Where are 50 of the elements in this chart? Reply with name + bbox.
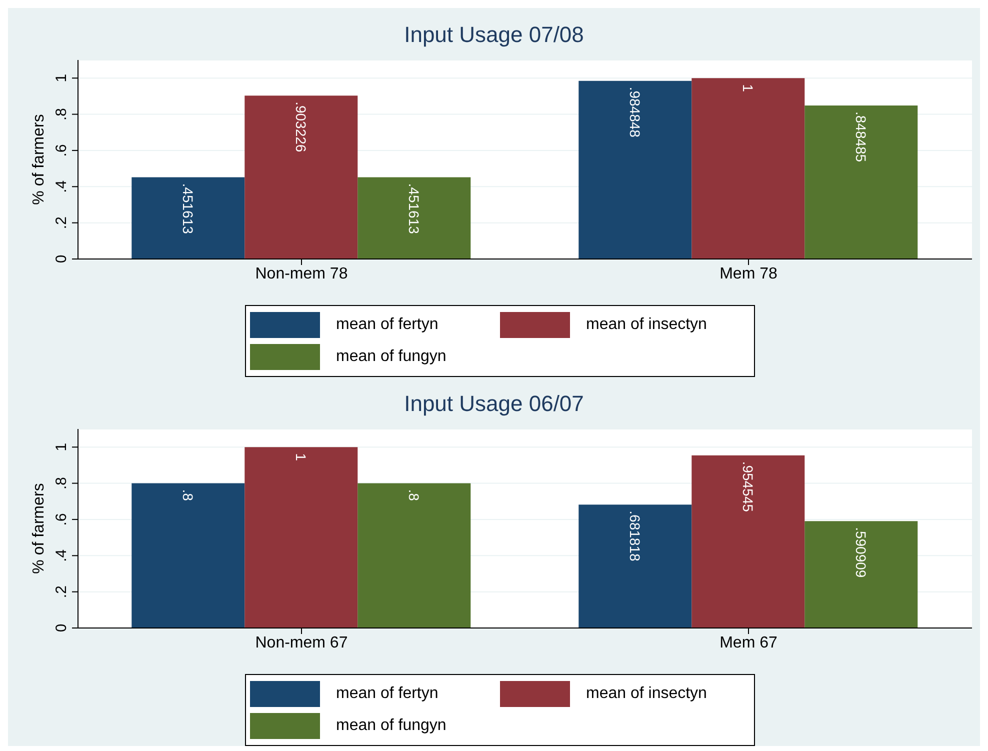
bar [132,177,245,259]
bar [578,504,692,628]
y-tick-label: .6 [53,513,70,526]
y-tick-label: .8 [53,477,70,490]
y-tick-label: .6 [53,144,70,157]
x-tick-label: Non-mem 78 [255,265,348,282]
bar [132,483,245,628]
data-label: .451613 [406,183,422,234]
y-axis-title: % of farmers [30,483,48,574]
data-label: 1 [293,453,310,462]
data-label: .903226 [293,102,310,152]
data-label: .8 [180,489,196,502]
data-label: .8 [406,489,422,502]
bar [804,521,918,628]
bar [358,177,471,259]
y-tick-label: 0 [53,624,70,632]
bar [578,80,692,259]
data-label: .451613 [180,183,196,234]
x-tick-label: Mem 78 [720,265,778,282]
bar [244,96,358,259]
y-tick-label: .4 [53,180,70,193]
y-tick-label: 1 [53,74,70,82]
y-tick-label: 1 [53,442,70,452]
legend-label: mean of fertyn [335,315,440,335]
legend-label: mean of fungyn [335,716,448,736]
chart-title: Input Usage 07/08 [403,21,585,49]
y-tick-label: .2 [53,586,70,598]
y-tick-label: .4 [53,549,70,562]
legend-label: mean of fungyn [335,347,448,367]
y-tick-label: .2 [53,216,70,230]
y-axis-title: % of farmers [30,114,48,205]
y-tick-label: 0 [53,254,70,264]
legend-label: mean of fertyn [335,684,440,704]
bar [358,483,471,628]
chart-title: Input Usage 06/07 [403,390,585,418]
data-label: .848485 [853,112,870,162]
bar [804,106,918,259]
y-tick-label: .8 [53,108,70,121]
data-label: 1 [740,84,756,92]
legend-label: mean of insectyn [585,315,708,335]
bar [692,455,805,628]
bar [692,78,805,259]
x-tick-label: Mem 67 [720,634,778,652]
data-label: .984848 [627,86,644,138]
data-label: .590909 [853,527,870,578]
data-label: .681818 [627,510,644,562]
data-label: .954545 [740,461,756,512]
x-tick-label: Non-mem 67 [255,634,348,652]
legend-label: mean of insectyn [585,684,708,704]
bar [244,447,358,628]
